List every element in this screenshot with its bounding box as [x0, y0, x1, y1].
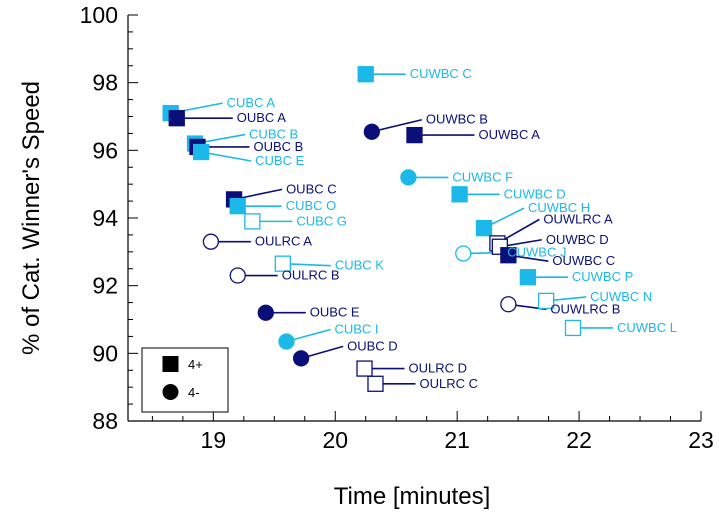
point-label: OULRC B: [282, 268, 340, 283]
y-tick-label: 100: [80, 2, 118, 28]
legend-label: 4-: [188, 385, 200, 400]
square-marker: [500, 247, 517, 264]
circle-marker: [400, 169, 417, 186]
point-label: CUWBC F: [452, 169, 513, 184]
square-marker: [244, 213, 261, 230]
point-label: CUWBC H: [528, 200, 590, 215]
data-markers: [162, 66, 582, 392]
point-label: OULRC C: [419, 376, 478, 391]
point-label: CUBC B: [249, 127, 298, 142]
point-label: CUBC I: [334, 321, 378, 336]
point-label: OUBC A: [237, 110, 286, 125]
square-marker: [357, 66, 374, 83]
legend-square-marker: [162, 356, 179, 372]
square-marker: [168, 110, 185, 127]
y-tick-label: 96: [92, 137, 118, 163]
point-label: OUBC C: [286, 181, 337, 196]
circle-marker: [500, 296, 517, 313]
y-tick-label: 92: [92, 273, 118, 299]
point-label: OUWBC B: [426, 112, 488, 127]
point-label: CUWBC L: [617, 320, 677, 335]
square-marker: [406, 126, 423, 144]
square-marker: [356, 360, 373, 377]
y-tick-label: 88: [92, 408, 118, 434]
point-label: CUWBC J: [507, 245, 566, 260]
x-axis-label: Time [minutes]: [334, 483, 490, 510]
point-label: CUBC O: [286, 198, 337, 213]
point-label: CUWBC C: [410, 66, 472, 81]
square-marker: [451, 186, 468, 203]
x-tick-label: 23: [688, 427, 714, 453]
square-marker: [564, 319, 582, 337]
square-marker: [519, 269, 537, 286]
circle-marker: [278, 333, 295, 350]
square-marker: [367, 375, 384, 392]
point-label: CUBC G: [296, 213, 347, 228]
point-label: CUBC K: [335, 258, 384, 273]
point-label: OULRC A: [255, 234, 312, 249]
x-tick-label: 21: [444, 427, 470, 453]
point-label: OULRC D: [409, 361, 468, 376]
y-tick-label: 98: [92, 70, 118, 96]
legend-circle-marker: [162, 384, 179, 400]
point-label: CUBC A: [227, 95, 276, 110]
point-label: CUWBC D: [504, 186, 566, 201]
x-tick-label: 19: [201, 427, 227, 453]
leader-line: [201, 151, 252, 162]
square-marker: [538, 292, 555, 310]
circle-marker: [363, 123, 380, 140]
point-label: OUBC D: [347, 338, 398, 353]
square-marker: [475, 219, 493, 237]
point-label: OUBC E: [310, 305, 360, 320]
square-marker: [229, 198, 246, 215]
point-label: OUWBC D: [546, 232, 609, 247]
y-tick-label: 94: [92, 205, 118, 231]
point-label: OUBC B: [253, 139, 303, 154]
point-label: CUWBC N: [590, 289, 652, 304]
point-label: OUWLRC A: [543, 211, 613, 226]
point-label: CUWBC P: [572, 269, 633, 284]
y-axis-label: % of Cat. Winner's Speed: [18, 81, 45, 355]
legend-label: 4+: [188, 357, 203, 372]
legend: 4+ 4-: [141, 347, 229, 413]
point-label: OUWBC A: [479, 127, 541, 142]
point-label: CUBC E: [255, 153, 304, 168]
legend-box: [141, 347, 229, 413]
point-label: OUWBC C: [552, 253, 615, 268]
leader-line: [371, 118, 423, 133]
circle-marker: [229, 267, 246, 284]
circle-marker: [455, 245, 472, 262]
x-tick-label: 22: [566, 427, 592, 453]
x-tick-label: 20: [322, 427, 348, 453]
y-tick-label: 90: [92, 340, 118, 366]
circle-marker: [292, 350, 310, 367]
square-marker: [192, 143, 210, 161]
circle-marker: [202, 233, 220, 250]
square-marker: [274, 255, 291, 272]
plot-axes: 88 90 92 94 96 98 100 19 20 21 22 23: [80, 2, 714, 453]
circle-marker: [257, 304, 274, 321]
point-label: OUWLRC B: [550, 301, 620, 316]
